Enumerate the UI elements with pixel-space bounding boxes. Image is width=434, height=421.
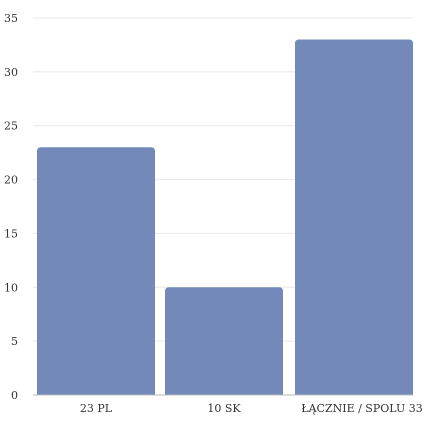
- y-tick-label: 25: [4, 120, 18, 133]
- x-tick-label: 23 PL: [80, 402, 113, 415]
- x-tick-label: ŁĄCZNIE / SPOLU 33: [301, 402, 422, 415]
- x-tick-labels: 23 PL 10 SK ŁĄCZNIE / SPOLU 33: [80, 402, 423, 415]
- y-tick-label: 20: [4, 174, 18, 187]
- y-tick-labels: 0 5 10 15 20 25 30 35: [4, 12, 18, 402]
- y-tick-label: 10: [4, 281, 18, 294]
- bar-1: [37, 147, 155, 395]
- y-tick-label: 0: [11, 389, 18, 402]
- x-tick-label: 10 SK: [207, 402, 241, 415]
- y-tick-label: 35: [4, 12, 18, 25]
- y-tick-label: 30: [4, 66, 18, 79]
- bars: [37, 39, 413, 396]
- bar-3: [295, 39, 413, 396]
- y-tick-label: 15: [4, 227, 18, 240]
- bar-2: [165, 287, 283, 395]
- y-tick-label: 5: [11, 335, 18, 348]
